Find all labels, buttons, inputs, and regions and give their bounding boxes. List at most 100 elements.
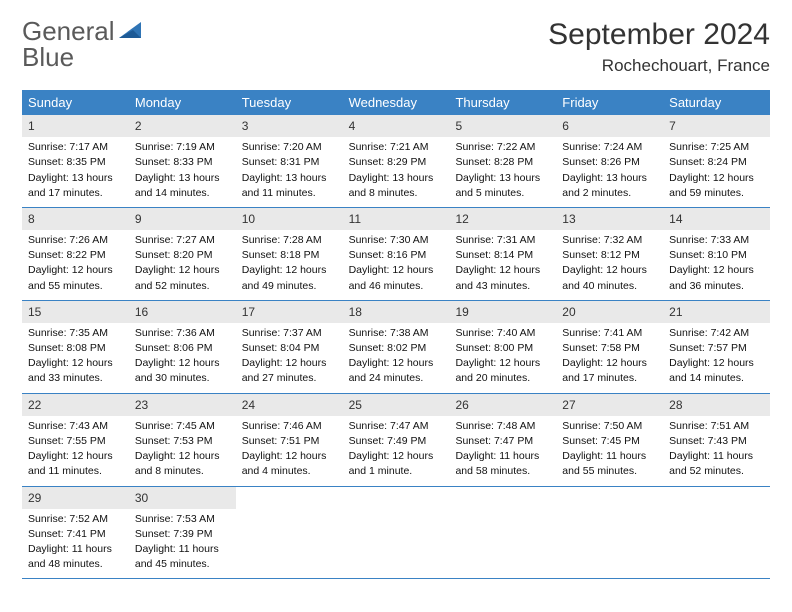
sunset-text: Sunset: 8:12 PM [562,248,657,262]
sunrise-text: Sunrise: 7:35 AM [28,326,123,340]
day-body: Sunrise: 7:28 AMSunset: 8:18 PMDaylight:… [236,233,343,293]
daylight-line2: and 55 minutes. [562,464,657,478]
header: General Blue September 2024 Rochechouart… [22,18,770,76]
sunrise-text: Sunrise: 7:48 AM [455,419,550,433]
sunrise-text: Sunrise: 7:33 AM [669,233,764,247]
sunset-text: Sunset: 7:47 PM [455,434,550,448]
day-cell: 30Sunrise: 7:53 AMSunset: 7:39 PMDayligh… [129,487,236,579]
day-number: 11 [343,208,450,230]
sunrise-text: Sunrise: 7:28 AM [242,233,337,247]
daylight-line2: and 20 minutes. [455,371,550,385]
daylight-line1: Daylight: 12 hours [28,263,123,277]
day-cell: 16Sunrise: 7:36 AMSunset: 8:06 PMDayligh… [129,301,236,393]
daylight-line2: and 8 minutes. [349,186,444,200]
daylight-line1: Daylight: 13 hours [28,171,123,185]
day-number: 2 [129,115,236,137]
sunset-text: Sunset: 7:41 PM [28,527,123,541]
week-row: 1 Sunrise: 7:17 AMSunset: 8:35 PMDaylight… [22,115,770,208]
daylight-line1: Daylight: 12 hours [135,263,230,277]
day-number: 1 [22,115,129,137]
day-number: 25 [343,394,450,416]
week-row: 8Sunrise: 7:26 AMSunset: 8:22 PMDaylight… [22,208,770,301]
day-cell: 13Sunrise: 7:32 AMSunset: 8:12 PMDayligh… [556,208,663,300]
daylight-line2: and 52 minutes. [135,279,230,293]
day-body: Sunrise: 7:25 AMSunset: 8:24 PMDaylight:… [663,140,770,200]
day-cell: 17Sunrise: 7:37 AMSunset: 8:04 PMDayligh… [236,301,343,393]
sunrise-text: Sunrise: 7:41 AM [562,326,657,340]
day-number: 10 [236,208,343,230]
daylight-line2: and 33 minutes. [28,371,123,385]
daylight-line2: and 40 minutes. [562,279,657,293]
title-block: September 2024 Rochechouart, France [548,18,770,76]
sunset-text: Sunset: 8:04 PM [242,341,337,355]
sunrise-text: Sunrise: 7:38 AM [349,326,444,340]
sunset-text: Sunset: 8:29 PM [349,155,444,169]
day-cell: 11Sunrise: 7:30 AMSunset: 8:16 PMDayligh… [343,208,450,300]
daylight-line1: Daylight: 12 hours [349,263,444,277]
day-number: 23 [129,394,236,416]
day-number: 28 [663,394,770,416]
sunset-text: Sunset: 7:49 PM [349,434,444,448]
daylight-line2: and 8 minutes. [135,464,230,478]
day-body: Sunrise: 7:21 AMSunset: 8:29 PMDaylight:… [343,140,450,200]
daylight-line1: Daylight: 13 hours [242,171,337,185]
sunrise-text: Sunrise: 7:43 AM [28,419,123,433]
sunset-text: Sunset: 7:45 PM [562,434,657,448]
sunrise-text: Sunrise: 7:26 AM [28,233,123,247]
sunrise-text: Sunrise: 7:25 AM [669,140,764,154]
daylight-line2: and 27 minutes. [242,371,337,385]
dow-friday: Friday [556,90,663,115]
week-row: 22Sunrise: 7:43 AMSunset: 7:55 PMDayligh… [22,394,770,487]
day-body: Sunrise: 7:17 AMSunset: 8:35 PMDaylight:… [22,140,129,200]
day-of-week-header: Sunday Monday Tuesday Wednesday Thursday… [22,90,770,115]
daylight-line2: and 52 minutes. [669,464,764,478]
daylight-line1: Daylight: 12 hours [562,356,657,370]
page-title: September 2024 [548,18,770,52]
day-body: Sunrise: 7:50 AMSunset: 7:45 PMDaylight:… [556,419,663,479]
day-cell: 6Sunrise: 7:24 AMSunset: 8:26 PMDaylight… [556,115,663,207]
page-subtitle: Rochechouart, France [548,56,770,76]
daylight-line2: and 17 minutes. [28,186,123,200]
daylight-line1: Daylight: 12 hours [349,449,444,463]
daylight-line2: and 4 minutes. [242,464,337,478]
day-body: Sunrise: 7:20 AMSunset: 8:31 PMDaylight:… [236,140,343,200]
day-number: 29 [22,487,129,509]
daylight-line1: Daylight: 11 hours [562,449,657,463]
sunset-text: Sunset: 7:51 PM [242,434,337,448]
daylight-line2: and 2 minutes. [562,186,657,200]
daylight-line2: and 48 minutes. [28,557,123,571]
day-body: Sunrise: 7:26 AMSunset: 8:22 PMDaylight:… [22,233,129,293]
day-cell: 22Sunrise: 7:43 AMSunset: 7:55 PMDayligh… [22,394,129,486]
dow-thursday: Thursday [449,90,556,115]
day-body: Sunrise: 7:46 AMSunset: 7:51 PMDaylight:… [236,419,343,479]
daylight-line1: Daylight: 11 hours [455,449,550,463]
daylight-line2: and 46 minutes. [349,279,444,293]
day-number: 19 [449,301,556,323]
day-number: 30 [129,487,236,509]
logo: General Blue [22,18,145,70]
sunset-text: Sunset: 8:14 PM [455,248,550,262]
daylight-line1: Daylight: 12 hours [242,356,337,370]
logo-word2: Blue [22,44,115,70]
sunset-text: Sunset: 7:55 PM [28,434,123,448]
sunrise-text: Sunrise: 7:17 AM [28,140,123,154]
daylight-line2: and 45 minutes. [135,557,230,571]
day-body: Sunrise: 7:47 AMSunset: 7:49 PMDaylight:… [343,419,450,479]
daylight-line2: and 1 minute. [349,464,444,478]
day-cell: 10 Sunrise: 7:28 AMSunset: 8:18 PMDayligh… [236,208,343,300]
daylight-line2: and 14 minutes. [135,186,230,200]
day-number: 20 [556,301,663,323]
day-body: Sunrise: 7:43 AMSunset: 7:55 PMDaylight:… [22,419,129,479]
day-cell: 19Sunrise: 7:40 AMSunset: 8:00 PMDayligh… [449,301,556,393]
day-body: Sunrise: 7:48 AMSunset: 7:47 PMDaylight:… [449,419,556,479]
sunrise-text: Sunrise: 7:46 AM [242,419,337,433]
sunset-text: Sunset: 8:33 PM [135,155,230,169]
day-number: 17 [236,301,343,323]
day-body: Sunrise: 7:35 AMSunset: 8:08 PMDaylight:… [22,326,129,386]
day-cell: 23Sunrise: 7:45 AMSunset: 7:53 PMDayligh… [129,394,236,486]
sunrise-text: Sunrise: 7:47 AM [349,419,444,433]
daylight-line2: and 36 minutes. [669,279,764,293]
day-cell: 3Sunrise: 7:20 AMSunset: 8:31 PMDaylight… [236,115,343,207]
day-body: Sunrise: 7:24 AMSunset: 8:26 PMDaylight:… [556,140,663,200]
sunset-text: Sunset: 8:24 PM [669,155,764,169]
